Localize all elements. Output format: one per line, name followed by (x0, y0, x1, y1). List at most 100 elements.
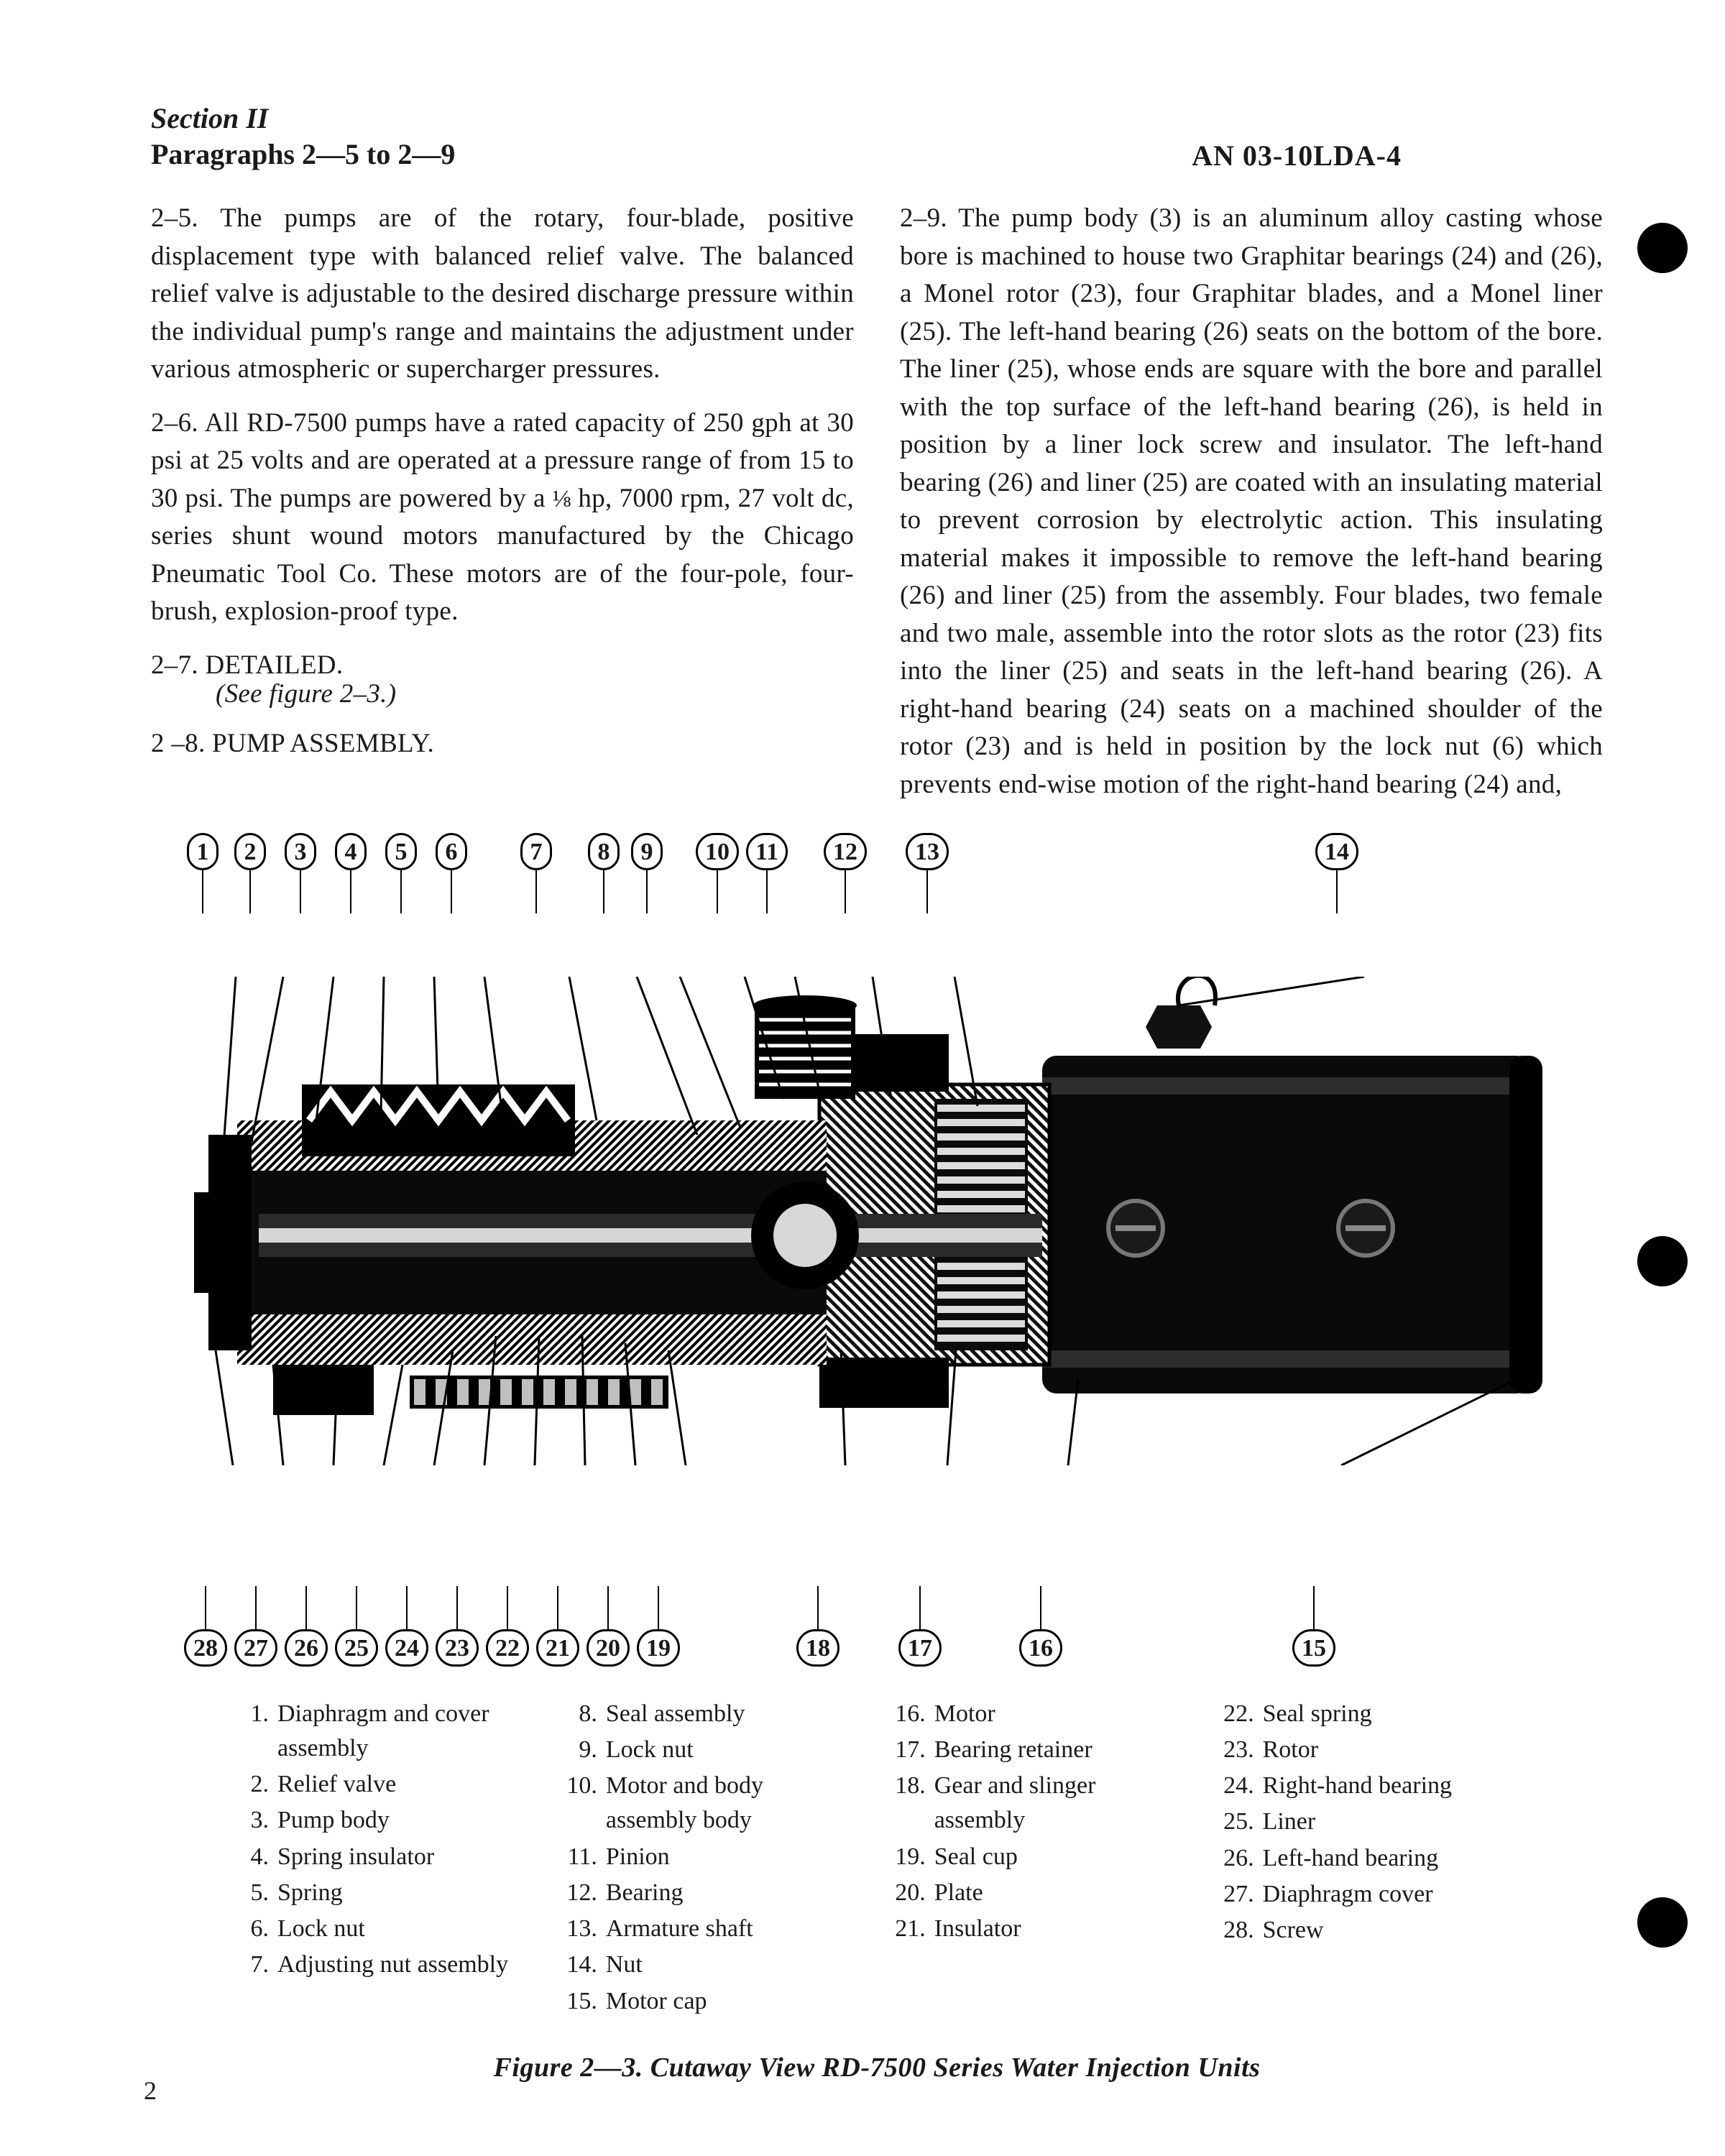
legend-item: 8.Seal assembly (566, 1697, 860, 1731)
page: Section II Paragraphs 2—5 to 2—9 AN 03-1… (0, 0, 1725, 2156)
callout-14: 14 (1315, 833, 1358, 913)
callout-23: 23 (436, 1586, 479, 1667)
legend-item: 16.Motor (894, 1697, 1188, 1731)
callout-bubble: 14 (1315, 833, 1358, 870)
callout-bubble: 22 (486, 1629, 529, 1667)
callout-bubble: 25 (335, 1629, 378, 1667)
callout-1: 1 (187, 833, 218, 913)
legend-item: 11.Pinion (566, 1840, 860, 1874)
legend-item: 22.Seal spring (1223, 1697, 1517, 1731)
para-2-9: 2–9. The pump body (3) is an aluminum al… (900, 200, 1603, 804)
legend-item: 26.Left-hand bearing (1223, 1841, 1517, 1876)
callout-25: 25 (335, 1586, 378, 1667)
callout-bubble: 11 (746, 833, 788, 870)
legend-item: 14.Nut (566, 1948, 860, 1982)
legend-item: 17.Bearing retainer (894, 1733, 1188, 1767)
callout-bubble: 3 (285, 833, 316, 870)
legend-item: 25.Liner (1223, 1805, 1517, 1839)
hole-punch (1637, 223, 1688, 273)
legend-item: 19.Seal cup (894, 1840, 1188, 1874)
legend-item: 4.Spring insulator (237, 1840, 531, 1874)
callout-19: 19 (637, 1586, 680, 1667)
callout-24: 24 (385, 1586, 428, 1667)
callout-bubble: 24 (385, 1629, 428, 1667)
callout-bubble: 21 (536, 1629, 579, 1667)
callout-bubble: 1 (187, 833, 218, 870)
callout-8: 8 (588, 833, 620, 913)
legend-item: 15.Motor cap (566, 1984, 860, 2019)
callout-bubble: 20 (586, 1629, 630, 1667)
callout-20: 20 (586, 1586, 630, 1667)
legend-item: 12.Bearing (566, 1876, 860, 1910)
callout-bubble: 2 (234, 833, 266, 870)
para-2-6: 2–6. All RD-7500 pumps have a rated capa… (151, 405, 854, 631)
callout-bubble: 15 (1292, 1629, 1335, 1667)
callout-bubble: 23 (436, 1629, 479, 1667)
legend-col: 1.Diaphragm and cover assembly2.Relief v… (237, 1697, 531, 2020)
callout-9: 9 (631, 833, 663, 913)
para-2-8: 2 –8. PUMP ASSEMBLY. (151, 725, 854, 763)
body-text: 2–5. The pumps are of the rotary, four-b… (151, 200, 1603, 804)
callout-6: 6 (436, 833, 467, 913)
legend-item: 20.Plate (894, 1876, 1188, 1910)
callout-18: 18 (796, 1586, 840, 1667)
callout-bubble: 10 (696, 833, 739, 870)
para-2-5: 2–5. The pumps are of the rotary, four-b… (151, 200, 854, 389)
callout-bubble: 28 (184, 1629, 227, 1667)
callout-12: 12 (824, 833, 867, 913)
callout-bubble: 9 (631, 833, 663, 870)
callout-bubble: 12 (824, 833, 867, 870)
legend-item: 23.Rotor (1223, 1733, 1517, 1767)
callout-28: 28 (184, 1586, 227, 1667)
callout-15: 15 (1292, 1586, 1335, 1667)
callout-17: 17 (898, 1586, 942, 1667)
callout-bubble: 13 (906, 833, 949, 870)
legend-item: 7.Adjusting nut assembly (237, 1948, 531, 1982)
callout-4: 4 (335, 833, 367, 913)
callout-7: 7 (520, 833, 552, 913)
legend-item: 2.Relief valve (237, 1767, 531, 1802)
figure-caption: Figure 2—3. Cutaway View RD-7500 Series … (151, 2052, 1603, 2083)
page-number: 2 (144, 2076, 157, 2106)
legend-item: 21.Insulator (894, 1912, 1188, 1946)
legend-col: 8.Seal assembly9.Lock nut10.Motor and bo… (566, 1697, 860, 2020)
legend-item: 3.Pump body (237, 1803, 531, 1838)
page-header: Section II Paragraphs 2—5 to 2—9 AN 03-1… (151, 101, 1603, 172)
callout-bubble: 17 (898, 1629, 942, 1667)
callout-bubble: 18 (796, 1629, 840, 1667)
callout-16: 16 (1019, 1586, 1062, 1667)
section-label: Section II (151, 101, 455, 137)
legend-item: 13.Armature shaft (566, 1912, 860, 1946)
callout-bubble: 5 (385, 833, 417, 870)
legend-item: 9.Lock nut (566, 1733, 860, 1767)
legend-item: 28.Screw (1223, 1913, 1517, 1948)
callout-13: 13 (906, 833, 949, 913)
callout-bubble: 27 (234, 1629, 277, 1667)
callout-10: 10 (696, 833, 739, 913)
callout-bubble: 6 (436, 833, 467, 870)
callout-26: 26 (285, 1586, 328, 1667)
paragraph-range: Paragraphs 2—5 to 2—9 (151, 137, 455, 172)
legend-item: 27.Diaphragm cover (1223, 1877, 1517, 1912)
legend-item: 10.Motor and body assembly body (566, 1769, 860, 1838)
callout-bubble: 7 (520, 833, 552, 870)
legend-item: 5.Spring (237, 1876, 531, 1910)
legend-item: 6.Lock nut (237, 1912, 531, 1946)
para-2-7-ref: (See figure 2–3.) (216, 676, 854, 714)
callout-bubble: 4 (335, 833, 367, 870)
callout-5: 5 (385, 833, 417, 913)
legend-item: 1.Diaphragm and cover assembly (237, 1697, 531, 1766)
callout-bubble: 8 (588, 833, 620, 870)
callout-bubble: 19 (637, 1629, 680, 1667)
callout-22: 22 (486, 1586, 529, 1667)
figure-area: 1234567891011121314 28272625242322212019… (165, 833, 1588, 1667)
callout-11: 11 (746, 833, 788, 913)
doc-number: AN 03-10LDA-4 (1192, 139, 1402, 172)
hole-punch (1637, 1236, 1688, 1286)
callout-bubble: 16 (1019, 1629, 1062, 1667)
header-left: Section II Paragraphs 2—5 to 2—9 (151, 101, 455, 172)
legend-col: 22.Seal spring23.Rotor24.Right-hand bear… (1223, 1697, 1517, 2020)
callout-21: 21 (536, 1586, 579, 1667)
figure-legend: 1.Diaphragm and cover assembly2.Relief v… (237, 1697, 1517, 2020)
legend-item: 18.Gear and slinger assembly (894, 1769, 1188, 1838)
